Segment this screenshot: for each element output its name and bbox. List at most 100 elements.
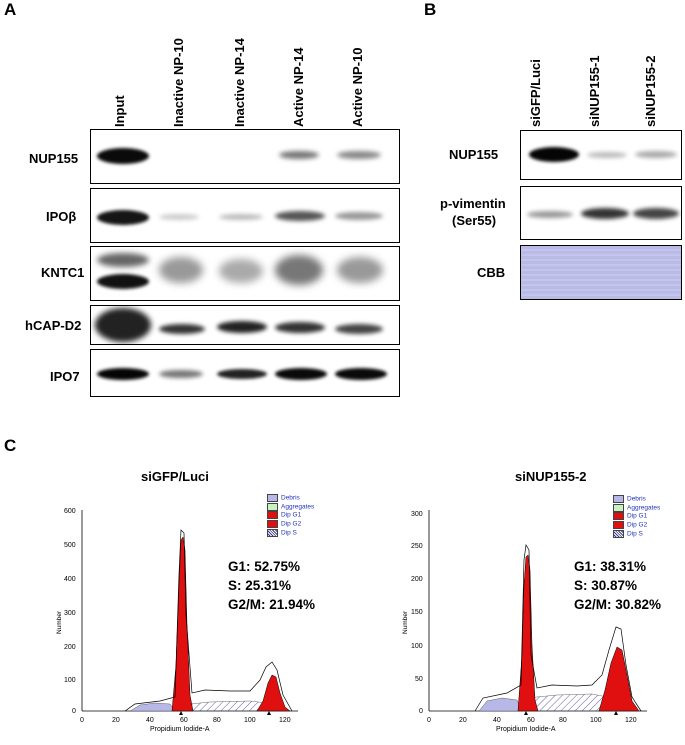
row-label-b-ser55: (Ser55) xyxy=(452,213,497,228)
legend-item-aggregates: Aggregates xyxy=(267,502,314,512)
swatch-debris-icon xyxy=(613,495,624,503)
band xyxy=(529,147,579,162)
panel-a-letter: A xyxy=(4,0,17,19)
band xyxy=(335,368,387,380)
histogram-2-ytick: 150 xyxy=(411,609,423,616)
blot-b-cbb xyxy=(520,245,682,300)
band xyxy=(97,368,149,380)
histogram-1-xlabel: Propidium Iodide-A xyxy=(150,726,210,733)
band xyxy=(581,208,629,219)
band xyxy=(337,151,381,159)
blot-nup155 xyxy=(90,129,400,184)
histogram-2-xlabel: Propidium Iodide-A xyxy=(496,726,556,733)
histogram-2-g2-peak xyxy=(598,646,640,712)
blot-b-pvimentin xyxy=(520,186,682,240)
histogram-2-ytick: 250 xyxy=(411,543,423,550)
histogram-1-xtick: 40 xyxy=(146,717,154,724)
band xyxy=(159,370,203,378)
histogram-2-g1-peak xyxy=(517,554,539,712)
histogram-1-xtick: 100 xyxy=(244,717,256,724)
histogram-2-ytick: 200 xyxy=(411,576,423,583)
histogram-1-xtick: 20 xyxy=(112,717,120,724)
legend-item-g2: Dip G2 xyxy=(267,520,314,529)
swatch-g1-icon xyxy=(267,511,278,520)
histogram-2-data-trace xyxy=(474,543,642,712)
legend-item-debris: Debris xyxy=(267,494,314,503)
histogram-2-xtick: 120 xyxy=(625,717,637,724)
swatch-g2-icon xyxy=(613,521,624,530)
histogram-1-ytick: 200 xyxy=(64,644,76,651)
histogram-1-ytick: 300 xyxy=(64,610,76,617)
histogram-2-title: siNUP155-2 xyxy=(515,469,587,484)
band xyxy=(159,257,203,283)
row-label-b-cbb: CBB xyxy=(477,265,506,280)
histogram-2-stat-g2m: G2/M: 30.82% xyxy=(574,597,662,612)
blot-ipo7 xyxy=(90,349,400,397)
band xyxy=(217,369,267,379)
band xyxy=(219,259,263,283)
histogram-1-xtick: 120 xyxy=(279,717,291,724)
histogram-2-ytick: 0 xyxy=(419,708,423,715)
histogram-1-xtick: 60 xyxy=(180,717,188,724)
lane-label-inactive-np14: Inactive NP-14 xyxy=(232,38,247,127)
histogram-2-legend: Debris Aggregates Dip G1 Dip G2 Dip S xyxy=(613,495,660,539)
panel-c-letter: C xyxy=(4,436,17,455)
histogram-1-title: siGFP/Luci xyxy=(141,469,209,484)
histogram-2-xtick: 60 xyxy=(527,717,535,724)
legend-item-g1: Dip G1 xyxy=(267,511,314,520)
histogram-2-xtick: 0 xyxy=(427,717,431,724)
histogram-1-data-trace xyxy=(124,529,293,712)
band xyxy=(279,151,319,159)
row-label-ipo7: IPO7 xyxy=(50,369,80,384)
lane-label-active-np10: Active NP-10 xyxy=(350,47,365,127)
band xyxy=(217,321,267,333)
lane-label-inactive-np10: Inactive NP-10 xyxy=(171,38,186,127)
histogram-2-plot xyxy=(428,510,647,715)
band xyxy=(635,151,677,158)
histogram-2-ytick: 300 xyxy=(411,511,423,518)
lane-label-input: Input xyxy=(112,95,127,127)
swatch-aggregates-icon xyxy=(267,502,278,511)
legend-item-s: Dip S xyxy=(267,528,314,538)
row-label-kntc1: KNTC1 xyxy=(41,265,85,280)
histogram-2-stat-s: S: 30.87% xyxy=(574,578,638,593)
band xyxy=(633,208,679,219)
histogram-2-xtick: 100 xyxy=(590,717,602,724)
swatch-s-icon xyxy=(267,528,278,537)
histogram-2-xtick: 40 xyxy=(493,717,501,724)
swatch-aggregates-icon xyxy=(613,503,624,512)
histogram-1-ylabel: Number xyxy=(56,610,63,634)
lane-label-active-np14: Active NP-14 xyxy=(291,47,306,127)
swatch-debris-icon xyxy=(267,494,278,502)
band xyxy=(337,257,383,283)
histogram-1-ytick: 600 xyxy=(64,508,76,515)
histogram-1-ytick: 400 xyxy=(64,576,76,583)
histogram-1-xtick: 0 xyxy=(80,717,84,724)
black-triangle-icon xyxy=(179,711,183,715)
band xyxy=(275,211,325,221)
legend-item-s: Dip S xyxy=(613,529,660,539)
band xyxy=(97,210,149,225)
band xyxy=(159,324,205,334)
panel-b-letter: B xyxy=(424,0,437,19)
swatch-g2-icon xyxy=(267,520,278,529)
histogram-1-stat-s: S: 25.31% xyxy=(228,578,292,593)
black-triangle-icon xyxy=(614,711,618,715)
histogram-1-ytick: 0 xyxy=(72,708,76,715)
row-label-b-nup155: NUP155 xyxy=(449,147,499,162)
band xyxy=(97,253,149,267)
histogram-2-stat-g1: G1: 38.31% xyxy=(574,559,647,574)
lane-label-sigfp-luci: siGFP/Luci xyxy=(528,59,543,127)
band xyxy=(95,308,151,342)
row-label-b-pvimentin: p-vimentin xyxy=(440,196,506,211)
band xyxy=(587,152,627,158)
band xyxy=(219,214,263,220)
histogram-2-debris-area xyxy=(478,697,523,712)
histogram-2-xtick: 20 xyxy=(459,717,467,724)
histogram-1-ytick: 100 xyxy=(64,677,76,684)
band xyxy=(275,368,327,380)
legend-item-debris: Debris xyxy=(613,495,660,504)
histogram-1-plot xyxy=(81,510,298,715)
lane-label-sinup155-1: siNUP155-1 xyxy=(587,55,602,127)
histogram-2-ytick: 100 xyxy=(411,643,423,650)
